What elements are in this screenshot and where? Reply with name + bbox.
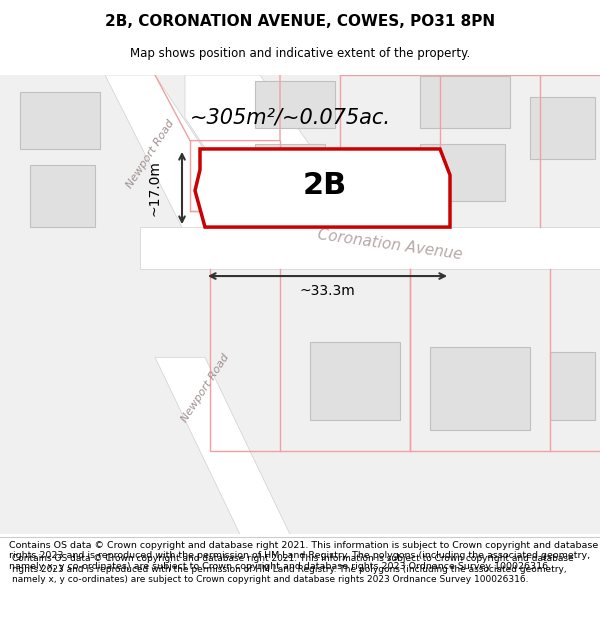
Bar [420,144,505,201]
Text: 2B, CORONATION AVENUE, COWES, PO31 8PN: 2B, CORONATION AVENUE, COWES, PO31 8PN [105,14,495,29]
Bar [420,76,510,128]
Bar [530,97,595,159]
Polygon shape [155,357,290,534]
Text: ~305m²/~0.075ac.: ~305m²/~0.075ac. [190,107,391,127]
Text: Contains OS data © Crown copyright and database right 2021. This information is : Contains OS data © Crown copyright and d… [9,541,598,571]
Text: ~17.0m: ~17.0m [147,160,161,216]
Bar [30,164,95,227]
Bar [255,144,325,191]
Polygon shape [105,75,245,253]
Text: ~33.3m: ~33.3m [299,284,355,298]
Bar [20,92,100,149]
Text: Map shows position and indicative extent of the property.: Map shows position and indicative extent… [130,48,470,61]
Text: Newport Road: Newport Road [124,118,176,190]
Polygon shape [195,149,450,227]
Polygon shape [140,227,600,269]
Polygon shape [185,75,320,201]
Bar [430,347,530,430]
Text: 2B: 2B [303,171,347,200]
Bar [255,81,335,128]
Bar [310,342,400,420]
Text: Coronation Avenue: Coronation Avenue [317,228,463,262]
Text: Newport Road: Newport Road [179,352,231,424]
Text: Contains OS data © Crown copyright and database right 2021. This information is : Contains OS data © Crown copyright and d… [12,554,574,584]
Bar [550,352,595,420]
